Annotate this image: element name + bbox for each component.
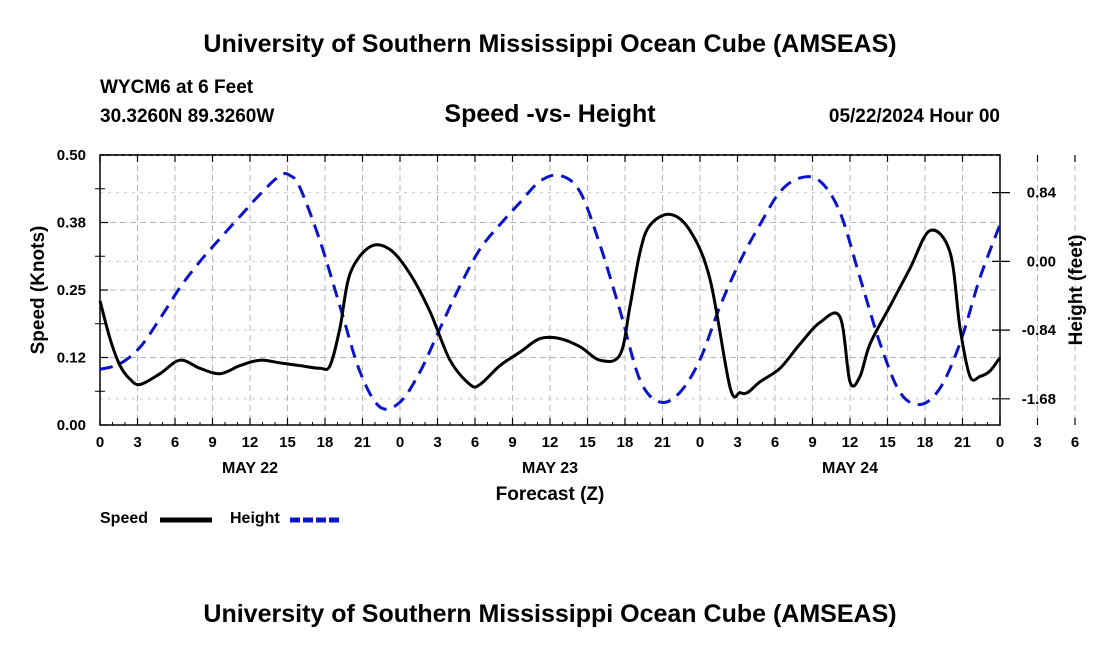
x-tick-label: 21 bbox=[654, 434, 671, 451]
day-label: MAY 24 bbox=[822, 460, 878, 477]
x-tick-label: 0 bbox=[96, 434, 104, 451]
y-tick-label: 0.50 bbox=[57, 147, 86, 164]
x-tick-label: 9 bbox=[208, 434, 216, 451]
x-tick-label: 6 bbox=[171, 434, 179, 451]
x-tick-label: 9 bbox=[508, 434, 516, 451]
x-tick-label: 12 bbox=[242, 434, 259, 451]
x-tick-label: 15 bbox=[279, 434, 296, 451]
x-tick-label: 0 bbox=[996, 434, 1004, 451]
y-tick-label: 0.12 bbox=[57, 350, 86, 367]
x-tick-label: 3 bbox=[733, 434, 741, 451]
y2-tick-label: -1.68 bbox=[1022, 391, 1056, 408]
x-tick-label: 21 bbox=[954, 434, 971, 451]
day-label: MAY 22 bbox=[222, 460, 278, 477]
x-tick-label: 18 bbox=[317, 434, 334, 451]
page-title-bottom: University of Southern Mississippi Ocean… bbox=[203, 600, 897, 628]
y2-axis-label: Height (feet) bbox=[1066, 235, 1087, 346]
station-label: WYCM6 at 6 Feet bbox=[100, 77, 254, 98]
speed-series-line bbox=[98, 212, 1002, 399]
x-tick-label: 0 bbox=[696, 434, 704, 451]
day-label: MAY 23 bbox=[522, 460, 578, 477]
axes: 0369121518210369121518210369121518210369… bbox=[57, 147, 1079, 477]
y-tick-label: 0.25 bbox=[57, 282, 86, 299]
x-tick-label: 3 bbox=[1033, 434, 1041, 451]
x-tick-label: 0 bbox=[396, 434, 404, 451]
x-tick-label: 3 bbox=[133, 434, 141, 451]
y-axis-label: Speed (Knots) bbox=[28, 226, 49, 355]
legend-speed-label: Speed bbox=[100, 510, 149, 527]
y2-tick-label: 0.00 bbox=[1027, 253, 1056, 270]
x-tick-label: 6 bbox=[771, 434, 779, 451]
y-tick-label: 0.38 bbox=[57, 215, 86, 232]
coordinates-label: 30.3260N 89.3260W bbox=[100, 106, 275, 127]
height-series-line bbox=[99, 172, 1002, 411]
x-tick-label: 15 bbox=[579, 434, 596, 451]
x-tick-label: 15 bbox=[879, 434, 896, 451]
grid bbox=[100, 155, 1076, 425]
x-tick-label: 12 bbox=[842, 434, 859, 451]
x-tick-label: 12 bbox=[542, 434, 559, 451]
x-tick-label: 6 bbox=[1071, 434, 1079, 451]
x-tick-label: 18 bbox=[617, 434, 634, 451]
y2-tick-label: 0.84 bbox=[1027, 185, 1057, 202]
y2-tick-label: -0.84 bbox=[1022, 322, 1057, 339]
chart-title: Speed -vs- Height bbox=[444, 100, 656, 128]
page-title-top: University of Southern Mississippi Ocean… bbox=[203, 30, 897, 58]
x-tick-label: 21 bbox=[354, 434, 371, 451]
x-tick-label: 3 bbox=[433, 434, 441, 451]
x-tick-label: 18 bbox=[917, 434, 934, 451]
legend-height-label: Height bbox=[230, 510, 280, 527]
y-tick-label: 0.00 bbox=[57, 417, 86, 434]
x-tick-label: 6 bbox=[471, 434, 479, 451]
x-axis-label: Forecast (Z) bbox=[496, 484, 605, 505]
x-tick-label: 9 bbox=[808, 434, 816, 451]
date-label: 05/22/2024 Hour 00 bbox=[828, 106, 1000, 127]
